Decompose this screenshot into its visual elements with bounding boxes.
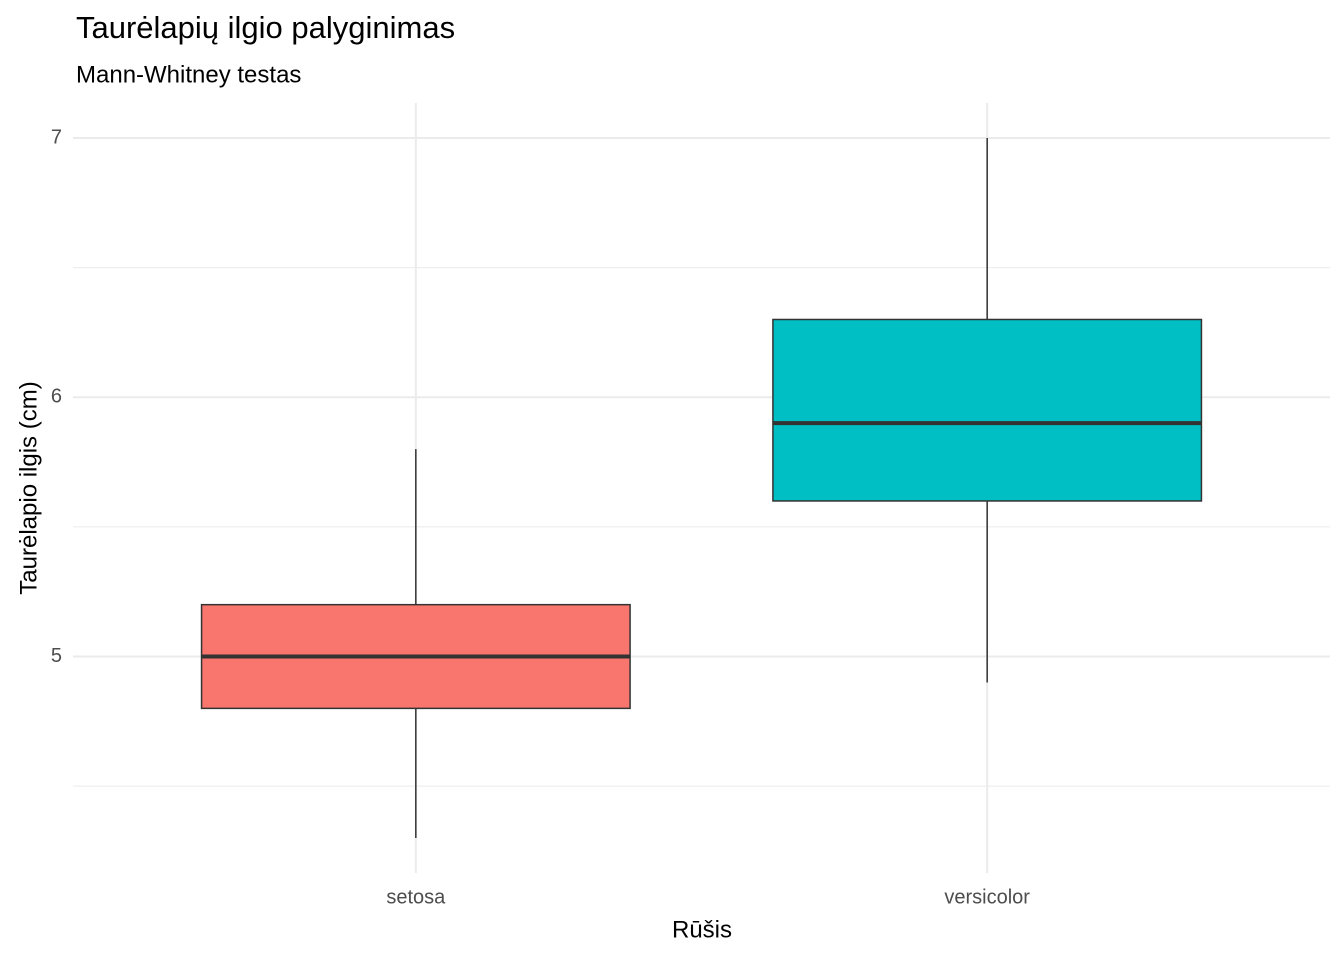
x-axis-title: Rūšis xyxy=(672,916,732,943)
chart-subtitle: Mann-Whitney testas xyxy=(76,61,301,88)
chart-title: Taurėlapių ilgio palyginimas xyxy=(76,10,455,45)
box xyxy=(772,318,1203,502)
y-tick-label: 7 xyxy=(51,126,62,148)
y-tick-label: 5 xyxy=(51,645,62,667)
y-axis-title: Taurėlapio ilgis (cm) xyxy=(15,381,42,594)
x-tick-label: setosa xyxy=(386,886,446,908)
x-tick-label: versicolor xyxy=(944,886,1030,908)
y-tick-label: 6 xyxy=(51,386,62,408)
